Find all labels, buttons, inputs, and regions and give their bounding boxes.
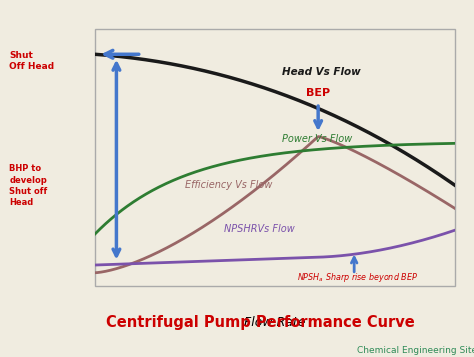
Text: Centrifugal Pump Performance Curve: Centrifugal Pump Performance Curve <box>106 315 415 330</box>
Text: Head Vs Flow: Head Vs Flow <box>282 67 361 77</box>
Text: Power Vs Flow: Power Vs Flow <box>282 134 352 144</box>
Text: NPSHRVs Flow: NPSHRVs Flow <box>225 223 295 233</box>
Text: Flow Rate: Flow Rate <box>244 316 306 330</box>
Text: Shut
Off Head: Shut Off Head <box>9 51 55 71</box>
Text: NPSH$_a$ Sharp rise beyond BEP: NPSH$_a$ Sharp rise beyond BEP <box>297 271 418 285</box>
Text: Efficiency Vs Flow: Efficiency Vs Flow <box>185 180 272 190</box>
Text: Chemical Engineering Site: Chemical Engineering Site <box>357 346 474 356</box>
Text: BEP: BEP <box>306 88 330 98</box>
Text: BHP to
develop
Shut off
Head: BHP to develop Shut off Head <box>9 165 48 207</box>
